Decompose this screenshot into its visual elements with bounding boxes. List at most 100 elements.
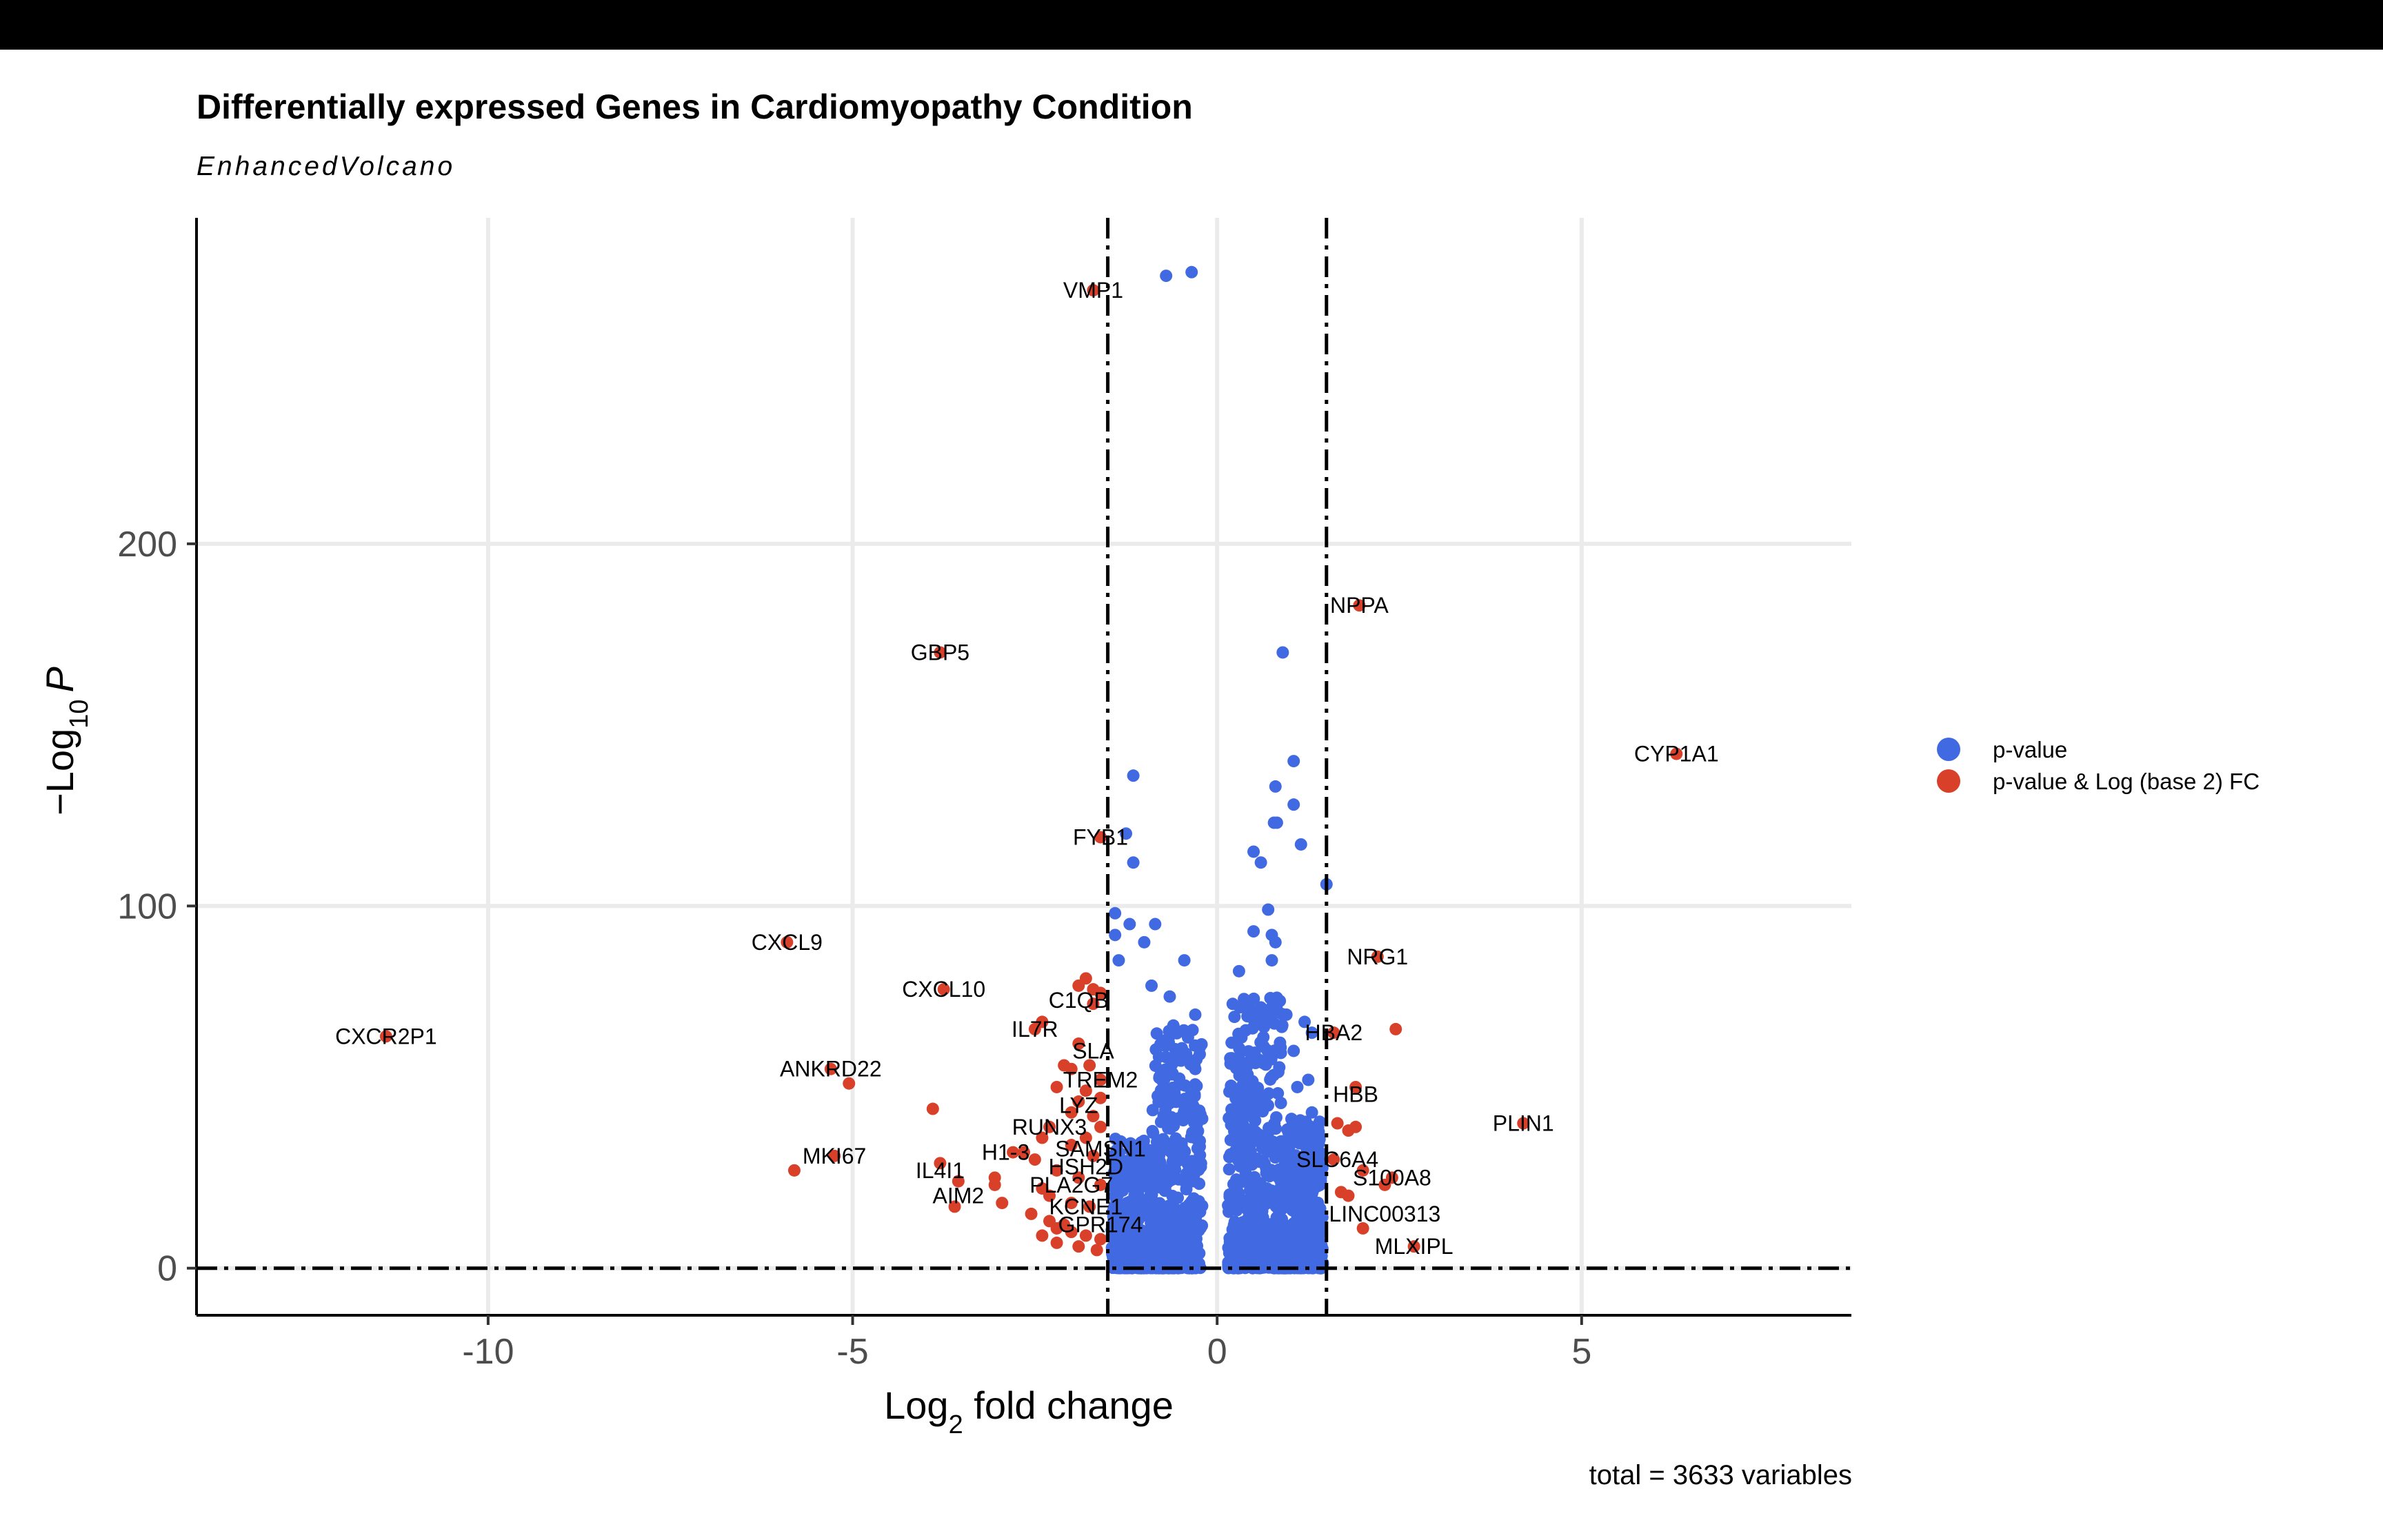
data-point-p-value [1228, 1011, 1241, 1024]
data-point-p-value-fc [1072, 979, 1085, 992]
gene-label: GBP5 [911, 640, 969, 665]
data-point-p-value-fc [1517, 1117, 1530, 1130]
data-point-p-value [1292, 1250, 1305, 1263]
data-point-p-value [1154, 1067, 1167, 1080]
data-point-p-value [1189, 1259, 1202, 1273]
data-point-p-value-fc [937, 983, 950, 996]
data-point-p-value-fc [1050, 1236, 1063, 1249]
p-value-fc-points [379, 284, 1683, 1257]
y-tick-label: 200 [117, 525, 177, 565]
x-tick-label: 0 [1207, 1332, 1227, 1372]
data-point-p-value [1286, 1131, 1299, 1144]
data-point-p-value [1154, 1084, 1167, 1097]
data-point-p-value-fc [1389, 1022, 1402, 1035]
data-point-p-value-fc [1072, 1171, 1085, 1184]
data-point-p-value-fc [843, 1077, 856, 1090]
data-point-p-value [1192, 1164, 1205, 1177]
data-point-p-value [1256, 1205, 1269, 1218]
data-point-p-value [1193, 1048, 1206, 1061]
data-point-p-value [1178, 1093, 1191, 1106]
data-point-p-value [1254, 856, 1267, 869]
data-point-p-value [1256, 1233, 1269, 1246]
gene-label: KCNE1 [1049, 1194, 1123, 1219]
data-point-p-value [1107, 1166, 1120, 1179]
data-point-p-value [1163, 1036, 1176, 1049]
data-point-p-value-fc [1327, 1153, 1340, 1166]
gene-label: HBB [1333, 1082, 1378, 1106]
data-point-p-value [1185, 1226, 1198, 1239]
gene-label: AIM2 [933, 1184, 985, 1208]
data-point-p-value-fc [1025, 1207, 1038, 1220]
data-point-p-value [1180, 1183, 1193, 1196]
data-point-p-value [1148, 1257, 1161, 1270]
gene-label: FYB1 [1073, 824, 1128, 849]
data-point-p-value [1241, 1068, 1254, 1081]
data-point-p-value-fc [948, 1200, 961, 1213]
gene-label: SAMSN1 [1055, 1136, 1146, 1161]
data-point-p-value [1163, 990, 1176, 1003]
data-point-p-value [1296, 1184, 1309, 1197]
data-point-p-value [1109, 929, 1122, 942]
data-point-p-value-fc [1028, 1153, 1041, 1166]
gene-label: RUNX3 [1012, 1115, 1087, 1139]
data-point-p-value-fc [1356, 1164, 1369, 1177]
data-point-p-value [1274, 1145, 1287, 1158]
chart-subtitle: EnhancedVolcano [197, 152, 456, 181]
gene-label: CXCL9 [752, 930, 823, 955]
data-point-p-value-fc [1072, 1037, 1085, 1050]
data-point-p-value [1267, 1122, 1280, 1135]
data-point-p-value [1294, 838, 1307, 851]
data-point-p-value [1262, 903, 1275, 916]
data-point-p-value [1276, 646, 1289, 659]
data-point-p-value [1107, 1210, 1120, 1223]
data-point-p-value-fc [952, 1175, 965, 1188]
data-point-p-value-fc [1407, 1240, 1420, 1253]
data-point-p-value [1291, 1080, 1304, 1093]
data-point-p-value [1311, 1149, 1325, 1162]
data-point-p-value [1168, 1086, 1181, 1100]
data-point-p-value [1312, 1129, 1325, 1142]
data-point-p-value [1138, 935, 1151, 949]
data-point-p-value [1285, 1120, 1298, 1133]
data-point-p-value [1305, 1026, 1318, 1040]
data-point-p-value [1110, 1144, 1123, 1157]
gene-labels: VMP1 GBP5 NPPA CYP1A1 FYB1 CXCL9 NRG1 CXCL10 C1Q… [335, 278, 1719, 1259]
data-point-p-value-fc [1079, 1131, 1092, 1144]
chart-title: Differentially expressed Genes in Cardio… [197, 88, 1193, 126]
data-point-p-value [1112, 954, 1125, 967]
data-point-p-value [1169, 1132, 1183, 1145]
data-point-p-value-fc [1043, 1120, 1056, 1133]
data-point-p-value-fc [1065, 1139, 1078, 1152]
data-point-p-value [1245, 1190, 1258, 1203]
data-point-p-value-fc [1050, 1164, 1063, 1177]
data-point-p-value-fc [1094, 986, 1107, 1000]
window-top-bar [0, 0, 2383, 50]
data-point-p-value [1168, 1226, 1181, 1239]
data-point-p-value [1256, 1142, 1269, 1155]
data-point-p-value [1229, 1173, 1243, 1186]
gene-label: HSH2D [1049, 1155, 1123, 1179]
data-point-p-value [1163, 1250, 1176, 1263]
data-point-p-value [1132, 1180, 1145, 1193]
data-point-p-value [1312, 1163, 1325, 1176]
data-point-p-value-fc [1083, 1200, 1096, 1213]
data-point-p-value [1287, 1044, 1300, 1057]
gene-label: MKI67 [803, 1144, 866, 1168]
data-point-p-value [1191, 1142, 1204, 1155]
data-point-p-value [1223, 1163, 1236, 1176]
data-point-p-value [1302, 1073, 1315, 1086]
data-point-p-value [1247, 1084, 1260, 1097]
data-point-p-value-fc [1378, 1178, 1391, 1191]
data-point-p-value [1269, 935, 1282, 949]
data-point-p-value [1171, 1155, 1184, 1168]
data-point-p-value-fc [996, 1197, 1009, 1210]
data-point-p-value [1167, 1190, 1180, 1203]
data-point-p-value [1145, 979, 1158, 992]
gene-label: HBA2 [1305, 1020, 1363, 1045]
data-point-p-value [1245, 1208, 1258, 1221]
data-point-p-value [1280, 1008, 1293, 1021]
data-point-p-value [1272, 1163, 1285, 1176]
legend-label-p-value-fc: p-value & Log (base 2) FC [1993, 769, 2260, 794]
gene-label: SLC6A4 [1296, 1147, 1378, 1172]
